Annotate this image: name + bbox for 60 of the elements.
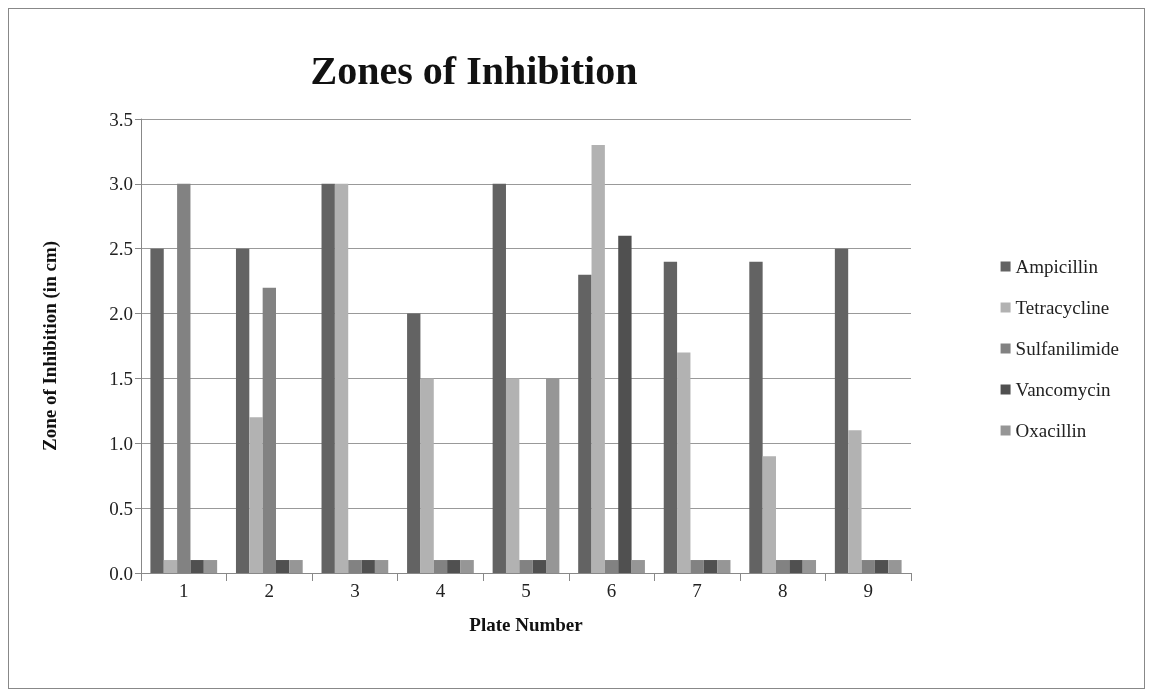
bar	[235, 248, 250, 573]
bar	[532, 560, 547, 573]
x-tick-label: 9	[863, 580, 873, 601]
bar	[717, 560, 731, 573]
y-tick-label: 1.0	[109, 432, 133, 454]
bar	[762, 456, 776, 573]
bar	[407, 313, 421, 573]
bar	[150, 248, 164, 573]
y-axis-title: Zone of Inhibition (in cm)	[39, 240, 61, 452]
bar	[789, 560, 803, 573]
bar	[190, 560, 204, 573]
x-tick-label: 7	[692, 580, 702, 601]
y-tick-label: 0.5	[109, 497, 133, 519]
y-tick-label: 3.5	[109, 108, 133, 130]
x-axis-title: Plate Number	[469, 614, 584, 635]
bar	[460, 560, 474, 573]
bar	[447, 560, 461, 573]
x-tick-label: 5	[521, 580, 531, 601]
bar	[578, 274, 592, 573]
chart-title: Zones of Inhibition	[310, 47, 638, 93]
y-tick-label: 0.0	[109, 562, 133, 584]
legend-label: Vancomycin	[1015, 379, 1112, 400]
bar	[631, 560, 645, 573]
legend-label: Ampicillin	[1015, 256, 1099, 277]
bar	[703, 560, 718, 573]
bar	[591, 144, 605, 573]
y-tick-label: 2.0	[109, 303, 133, 325]
bar	[874, 560, 889, 573]
bar	[618, 235, 632, 573]
bar	[677, 352, 691, 573]
x-tick-label: 2	[264, 580, 275, 601]
x-tick-label: 4	[435, 580, 446, 601]
legend-label: Tetracycline	[1015, 297, 1110, 318]
bar	[276, 560, 290, 573]
x-tick-label: 6	[606, 580, 617, 601]
bar	[374, 560, 389, 573]
bar	[289, 560, 303, 573]
legend-label: Oxacillin	[1015, 420, 1087, 441]
bar	[492, 183, 506, 573]
bar	[163, 560, 178, 573]
x-tick-label: 1	[179, 580, 189, 601]
bar	[249, 417, 263, 573]
x-tick-label: 3	[350, 580, 360, 601]
bar	[888, 560, 902, 573]
bar	[848, 430, 862, 573]
bar	[749, 261, 763, 573]
bar	[334, 183, 349, 573]
bar	[834, 248, 849, 573]
bar	[203, 560, 218, 573]
y-tick-label: 1.5	[109, 367, 133, 389]
bar	[663, 261, 678, 573]
y-tick-label: 2.5	[109, 238, 133, 260]
bar	[361, 560, 375, 573]
bar	[505, 378, 520, 573]
legend-label: Sulfanilimide	[1015, 338, 1119, 359]
x-tick-label: 8	[777, 580, 788, 601]
bar	[420, 378, 434, 573]
bar	[802, 560, 817, 573]
y-tick-label: 3.0	[109, 173, 133, 195]
bar	[321, 183, 335, 573]
